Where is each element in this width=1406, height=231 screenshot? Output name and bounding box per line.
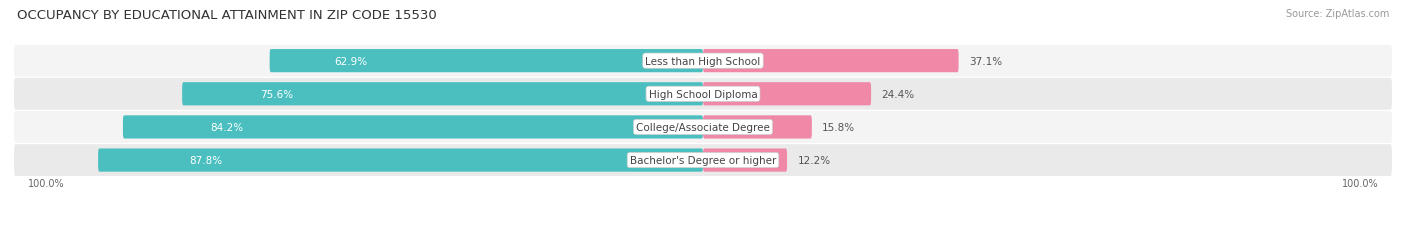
Text: Source: ZipAtlas.com: Source: ZipAtlas.com: [1285, 9, 1389, 19]
Text: College/Associate Degree: College/Associate Degree: [636, 122, 770, 132]
Text: 12.2%: 12.2%: [797, 155, 831, 165]
Text: 87.8%: 87.8%: [188, 155, 222, 165]
Text: 100.0%: 100.0%: [1341, 179, 1378, 188]
FancyBboxPatch shape: [122, 116, 703, 139]
FancyBboxPatch shape: [14, 112, 1392, 143]
Text: Less than High School: Less than High School: [645, 56, 761, 66]
Text: Bachelor's Degree or higher: Bachelor's Degree or higher: [630, 155, 776, 165]
Text: 37.1%: 37.1%: [969, 56, 1002, 66]
FancyBboxPatch shape: [183, 83, 703, 106]
Text: 84.2%: 84.2%: [209, 122, 243, 132]
Legend: Owner-occupied, Renter-occupied: Owner-occupied, Renter-occupied: [583, 228, 823, 231]
FancyBboxPatch shape: [270, 50, 703, 73]
FancyBboxPatch shape: [14, 145, 1392, 176]
FancyBboxPatch shape: [14, 46, 1392, 77]
Text: 15.8%: 15.8%: [823, 122, 855, 132]
Text: 24.4%: 24.4%: [882, 89, 914, 99]
FancyBboxPatch shape: [703, 116, 811, 139]
FancyBboxPatch shape: [703, 149, 787, 172]
Text: 75.6%: 75.6%: [260, 89, 294, 99]
FancyBboxPatch shape: [703, 83, 872, 106]
FancyBboxPatch shape: [14, 79, 1392, 110]
Text: High School Diploma: High School Diploma: [648, 89, 758, 99]
FancyBboxPatch shape: [98, 149, 703, 172]
FancyBboxPatch shape: [703, 50, 959, 73]
Text: OCCUPANCY BY EDUCATIONAL ATTAINMENT IN ZIP CODE 15530: OCCUPANCY BY EDUCATIONAL ATTAINMENT IN Z…: [17, 9, 437, 22]
Text: 62.9%: 62.9%: [335, 56, 368, 66]
Text: 100.0%: 100.0%: [28, 179, 65, 188]
